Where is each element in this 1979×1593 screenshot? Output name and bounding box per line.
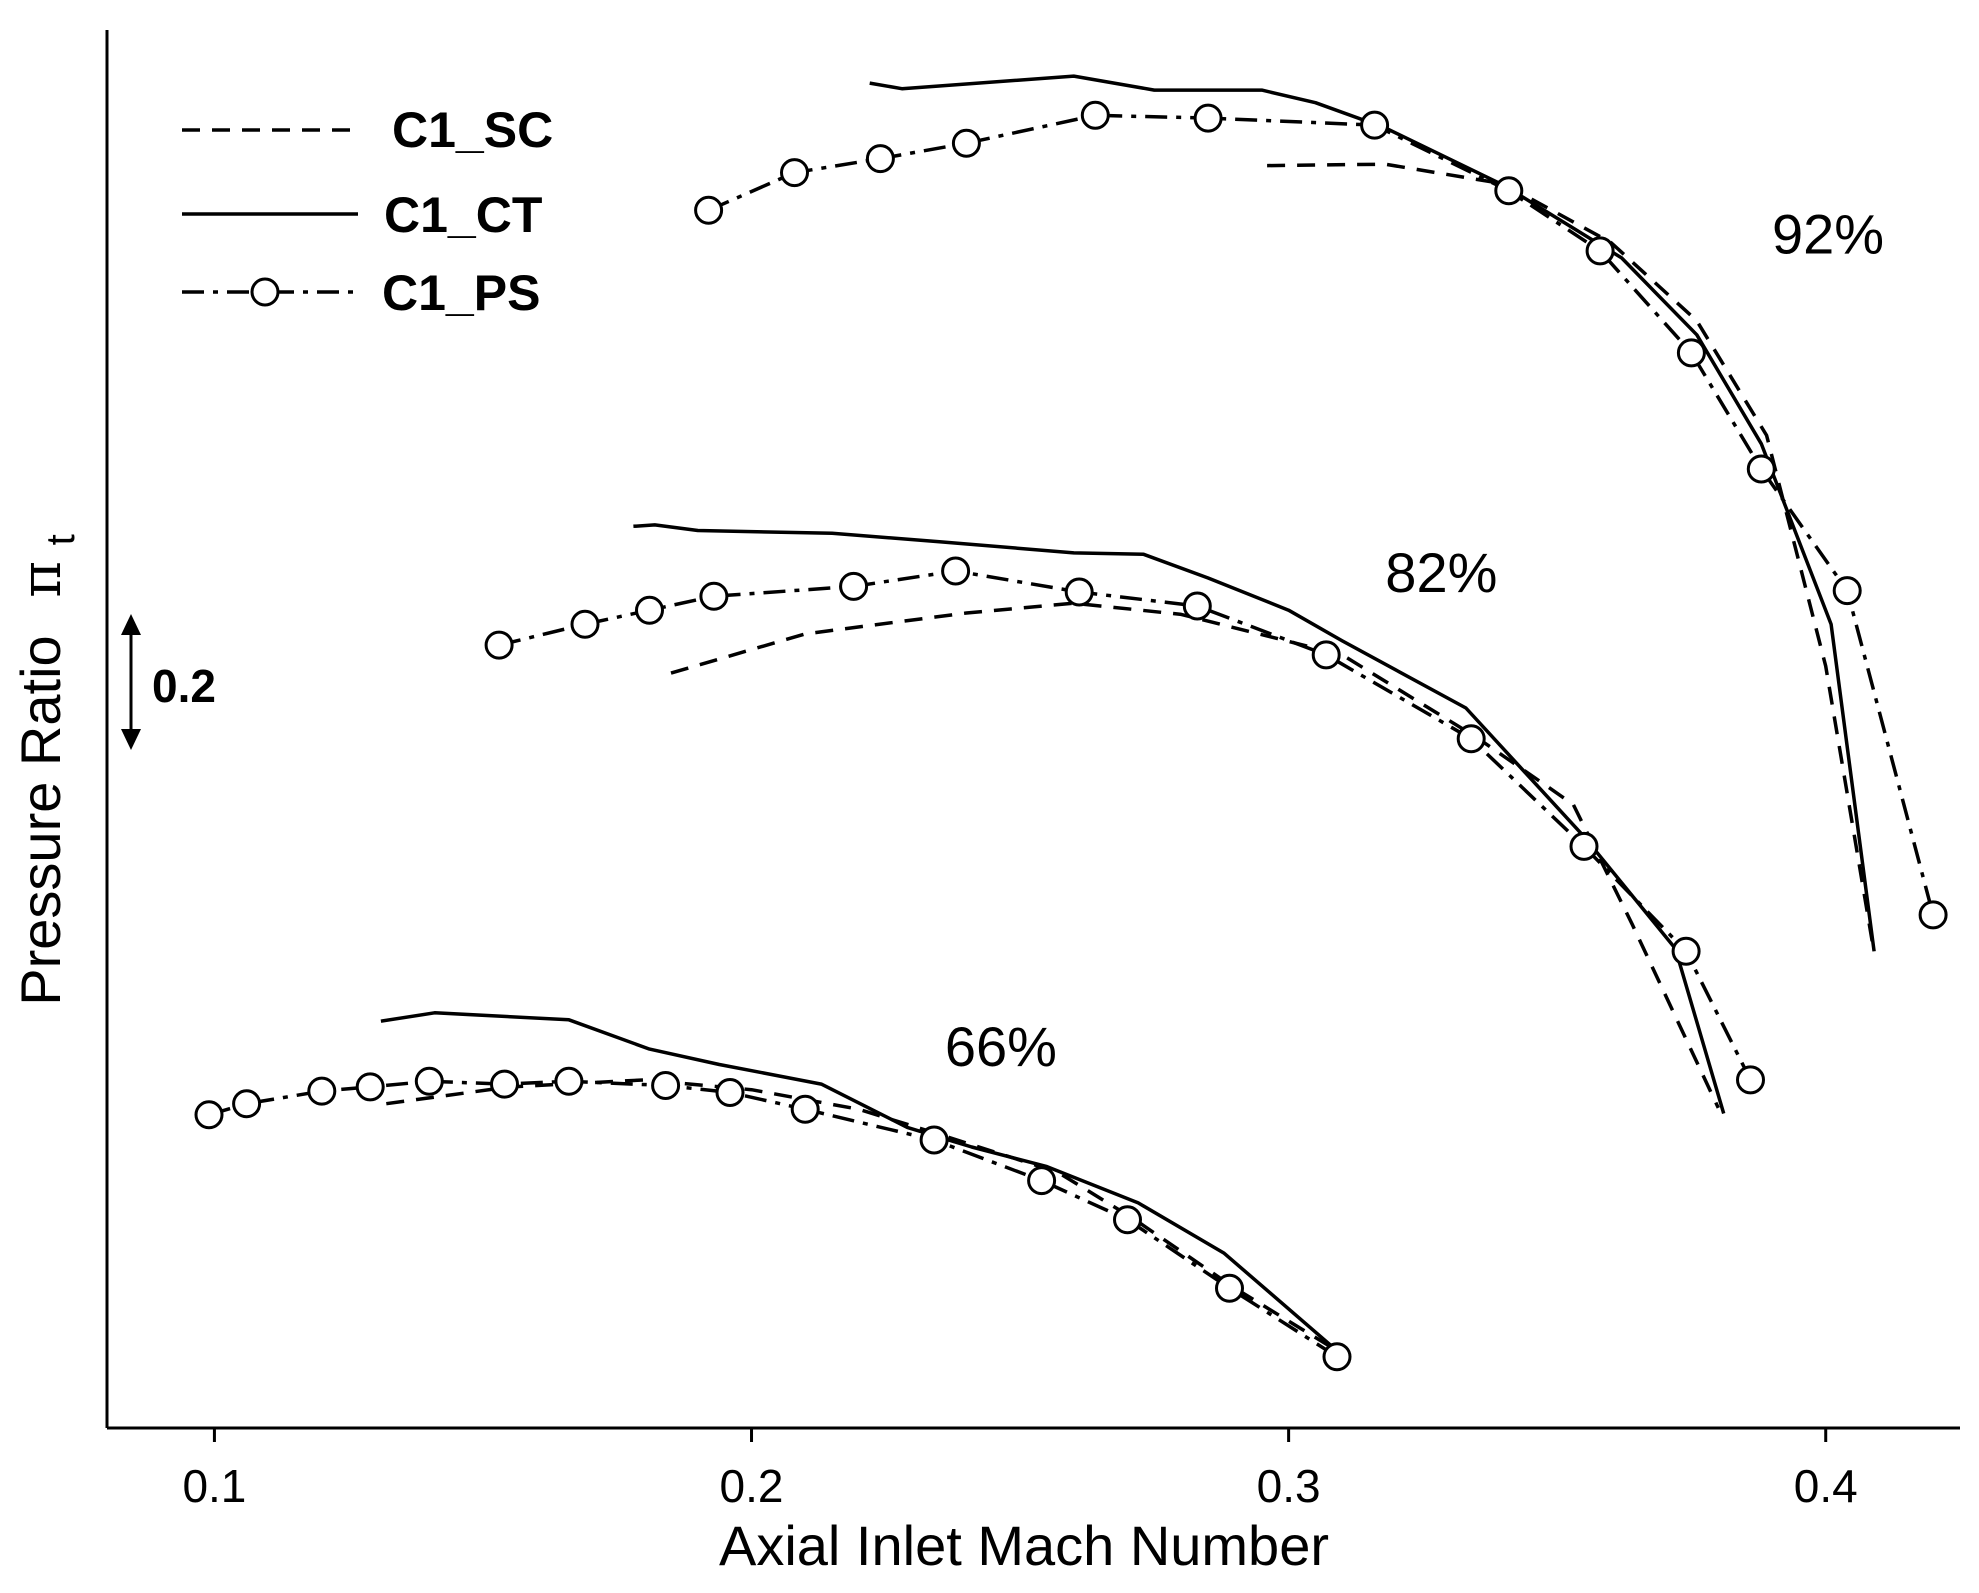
data-point-c1-ps	[1736, 1065, 1765, 1095]
series-c1-ct-92	[869, 74, 1876, 952]
data-point-c1-ps	[1832, 576, 1862, 606]
data-point-c1-ps	[1569, 831, 1599, 861]
data-point-c1-ps	[1456, 724, 1486, 754]
y-axis-title-symbol: π	[9, 561, 74, 598]
data-point-c1-ps	[1360, 110, 1390, 140]
data-point-c1-ps	[1585, 236, 1615, 266]
data-point-c1-ps	[1671, 936, 1701, 966]
data-point-c1-ps	[1494, 176, 1524, 206]
data-point-c1-ps	[1215, 1273, 1244, 1303]
data-point-c1-ps	[1676, 338, 1706, 368]
data-point-c1-ps	[941, 556, 971, 586]
y-axis-title: Pressure Ratio π t	[9, 534, 83, 1005]
y-axis-title-subscript: t	[39, 534, 83, 545]
data-point-c1-ps	[651, 1071, 681, 1100]
scale-bar: 0.2	[121, 614, 216, 750]
data-point-c1-ps	[484, 630, 514, 660]
data-point-c1-ps	[1080, 100, 1110, 130]
y-axis-title-text: Pressure Ratio	[9, 635, 72, 1005]
data-point-c1-ps	[715, 1078, 745, 1107]
speed-line-66: 66%	[194, 1011, 1352, 1372]
legend-label-c1-ct: C1_CT	[384, 187, 542, 243]
x-axis-ticks: 0.1 0.2 0.3 0.4	[182, 1428, 1858, 1512]
data-point-c1-ps	[194, 1100, 224, 1130]
series-c1-ps-92	[707, 113, 1935, 916]
speed-label-92: 92%	[1772, 203, 1884, 266]
legend: C1_SC C1_CT C1_PS	[182, 102, 553, 321]
scale-bar-arrow-down	[121, 729, 141, 750]
data-point-c1-ps	[699, 581, 729, 611]
data-point-c1-ps	[1027, 1166, 1057, 1196]
data-point-c1-ps	[865, 144, 895, 174]
x-axis-title: Axial Inlet Mach Number	[719, 1514, 1329, 1577]
data-point-c1-ps	[554, 1066, 584, 1096]
series-c1-sc-66	[386, 1078, 1344, 1356]
x-tick-label: 0.3	[1257, 1460, 1321, 1512]
legend-item-c1-sc: C1_SC	[182, 102, 553, 158]
x-tick-label: 0.1	[182, 1460, 246, 1512]
series-c1-ps-82	[498, 569, 1753, 1081]
data-point-c1-ps	[1746, 454, 1776, 484]
data-point-c1-ps	[490, 1069, 519, 1099]
data-point-c1-ps	[414, 1066, 444, 1096]
data-point-c1-ps	[839, 571, 869, 601]
legend-label-c1-sc: C1_SC	[392, 102, 553, 158]
scale-bar-label: 0.2	[152, 660, 216, 712]
legend-item-c1-ct: C1_CT	[182, 187, 542, 243]
series-c1-sc-82	[670, 601, 1720, 1109]
scale-bar-arrow-up	[121, 614, 141, 635]
data-point-c1-ps	[1113, 1205, 1142, 1235]
data-point-c1-ps	[1064, 577, 1094, 607]
data-point-c1-ps	[570, 609, 600, 639]
data-point-c1-ps	[951, 128, 981, 158]
data-point-c1-ps	[1918, 900, 1948, 930]
series-c1-ct-82	[633, 523, 1726, 1114]
data-point-c1-ps	[307, 1076, 337, 1106]
legend-item-c1-ps: C1_PS	[182, 265, 540, 321]
data-point-c1-ps	[919, 1125, 949, 1155]
series-c1-sc-92	[1267, 162, 1876, 953]
speed-line-82: 82%	[484, 523, 1765, 1114]
data-point-c1-ps	[694, 195, 724, 225]
plot-area: 92% 82% 66%	[194, 74, 1948, 1372]
speed-line-92: 92%	[694, 74, 1948, 953]
data-point-c1-ps	[1311, 640, 1341, 670]
speed-label-66: 66%	[945, 1015, 1057, 1078]
series-c1-ct-66	[380, 1011, 1344, 1357]
data-point-c1-ps	[355, 1072, 385, 1102]
x-tick-label: 0.4	[1794, 1460, 1858, 1512]
legend-marker-c1-ps	[250, 277, 280, 307]
svg-text:Pressure Ratio π t: Pressure Ratio π t	[9, 534, 83, 1005]
data-point-c1-ps	[1193, 103, 1223, 133]
data-point-c1-ps	[780, 158, 809, 188]
data-point-c1-ps	[790, 1094, 820, 1124]
x-tick-label: 0.2	[720, 1460, 784, 1512]
data-point-c1-ps	[635, 595, 664, 625]
data-point-c1-ps	[1322, 1342, 1352, 1372]
speed-label-82: 82%	[1385, 541, 1497, 604]
data-point-c1-ps	[1182, 591, 1212, 621]
legend-label-c1-ps: C1_PS	[382, 265, 540, 321]
data-point-c1-ps	[232, 1089, 262, 1119]
